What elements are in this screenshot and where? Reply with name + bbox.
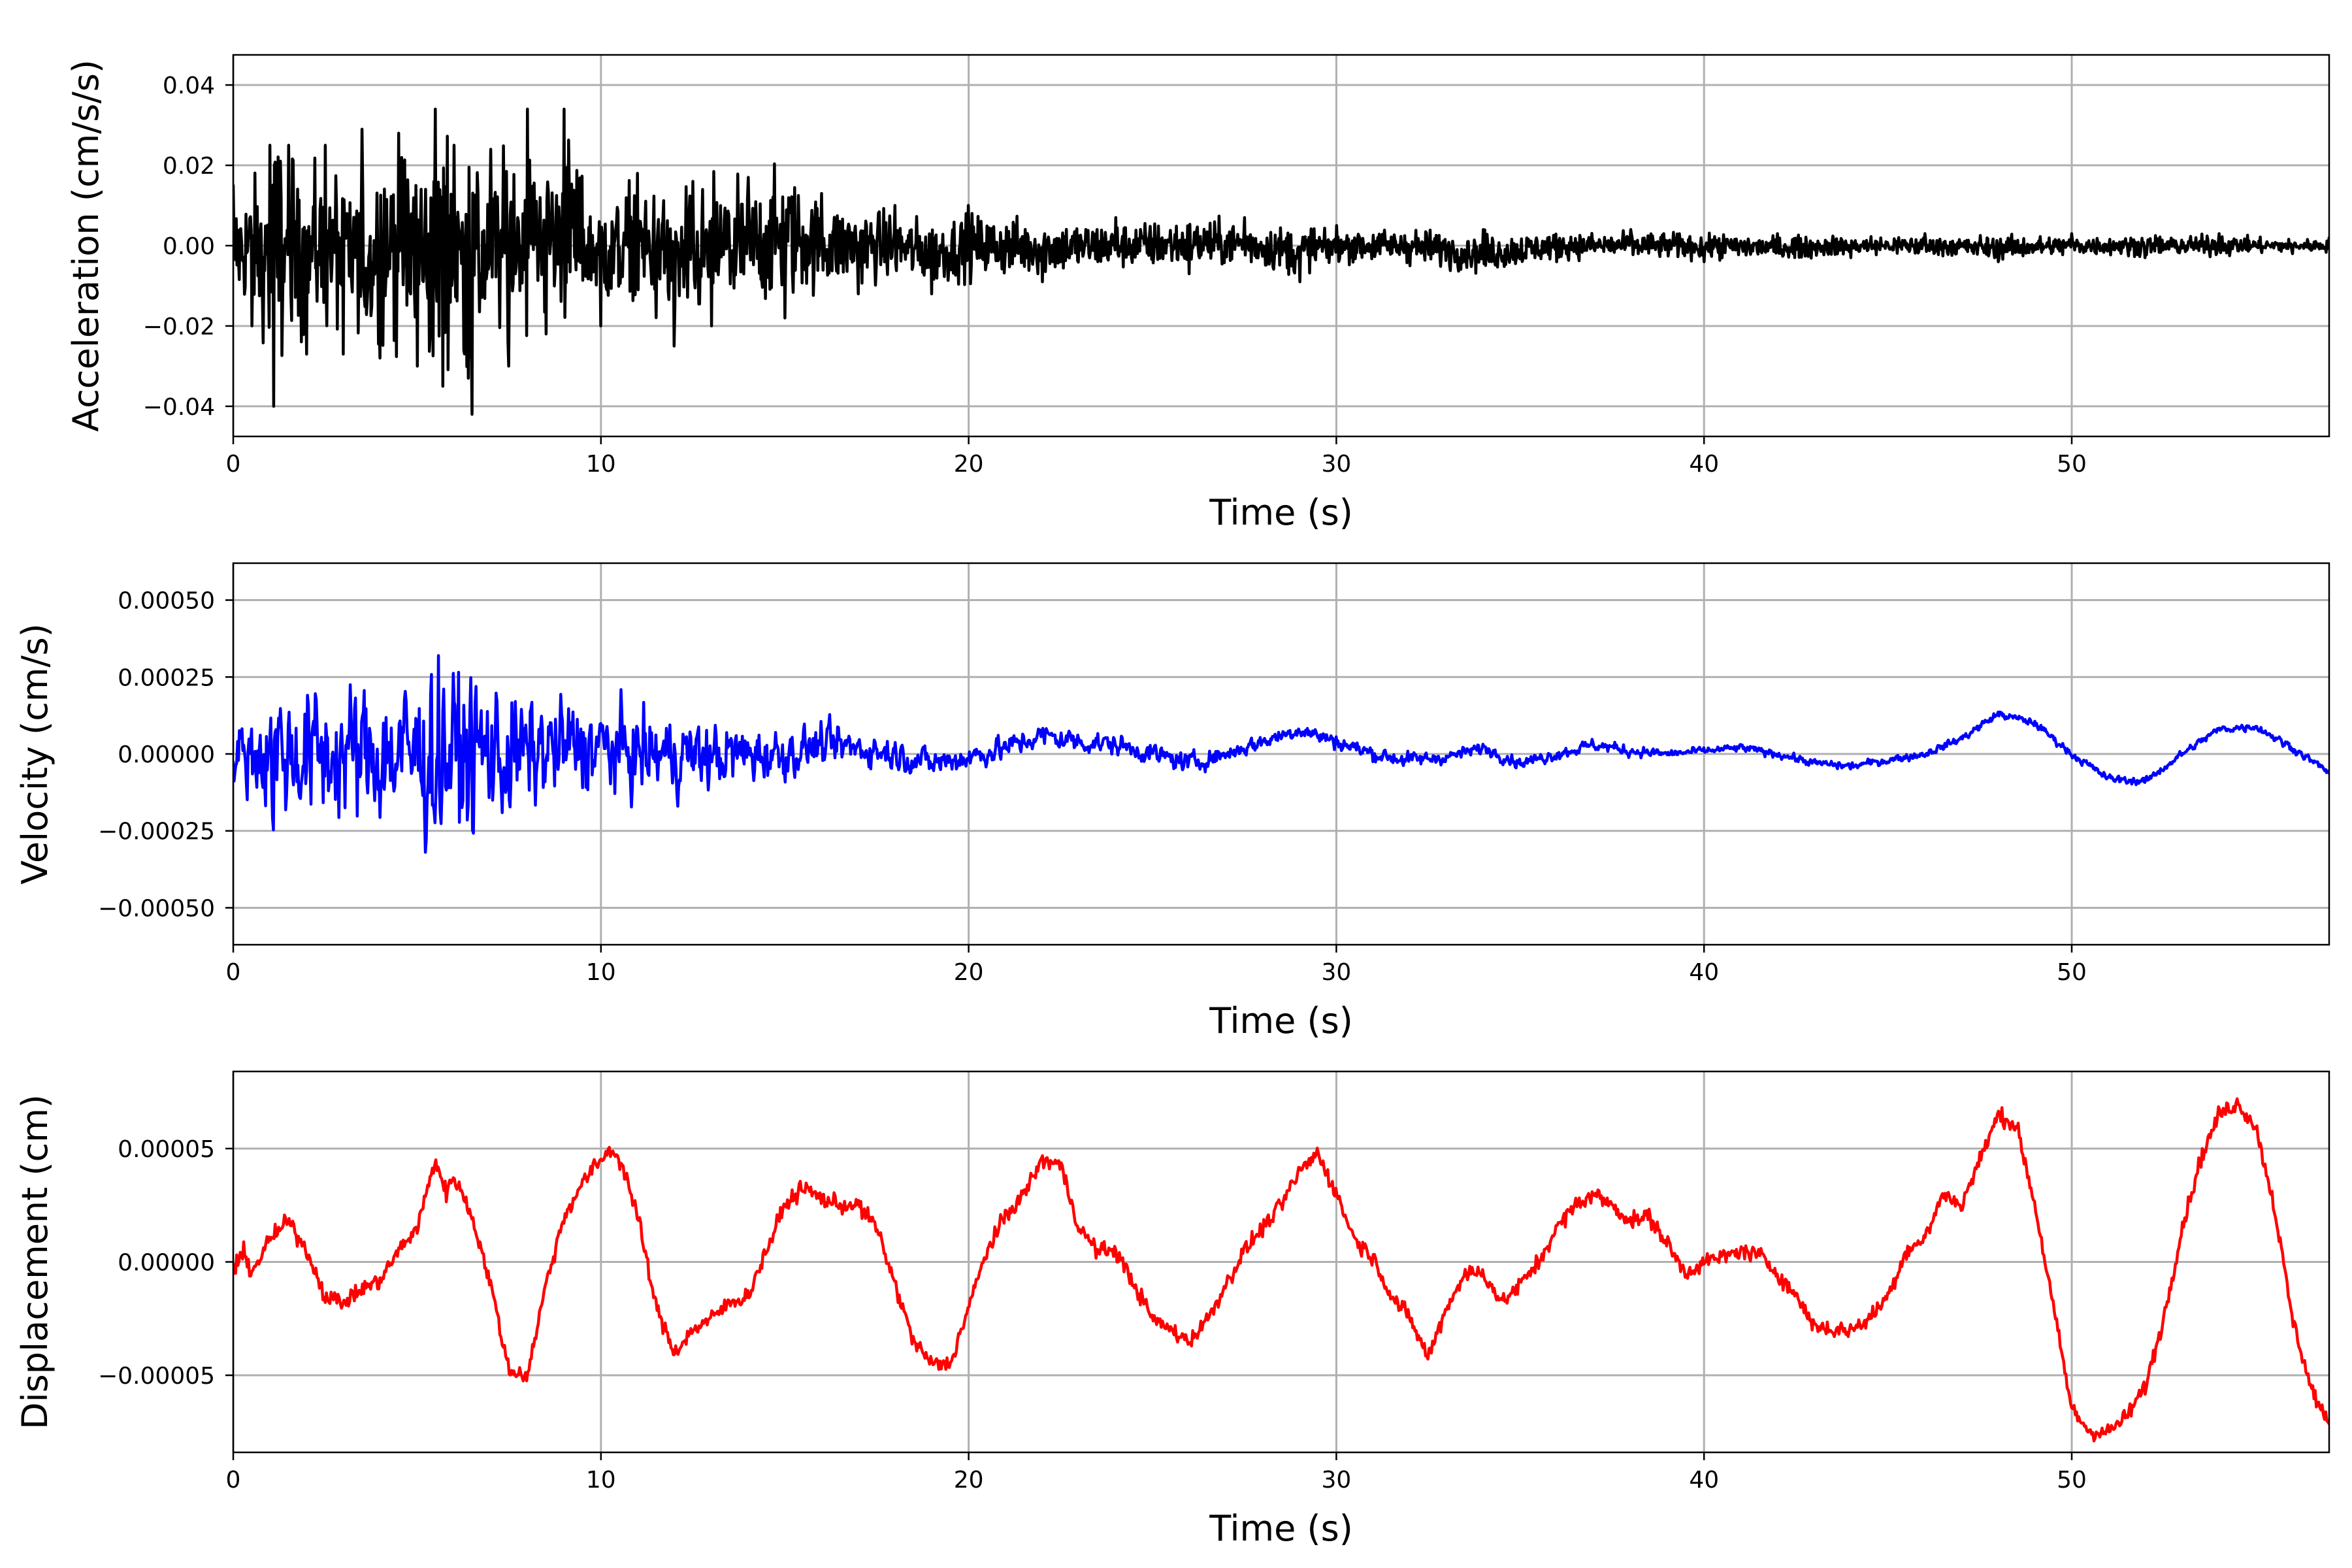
y-tick-label: −0.02 bbox=[143, 314, 215, 340]
x-tick-label: 0 bbox=[226, 451, 241, 478]
y-tick-label: 0.04 bbox=[163, 73, 215, 99]
x-tick-label: 10 bbox=[586, 451, 616, 478]
acceleration-x-axis-title: Time (s) bbox=[1209, 492, 1353, 533]
y-tick-label: 0.00005 bbox=[118, 1136, 215, 1163]
acceleration-series-line bbox=[233, 107, 2329, 416]
x-tick-label: 50 bbox=[2057, 959, 2087, 986]
x-tick-label: 40 bbox=[1689, 1467, 1719, 1494]
velocity-panel: 0 10 20 30 40 50 −0.00050 −0.00025 0.00000 0.0002… bbox=[14, 562, 2330, 1041]
y-tick-label: −0.04 bbox=[143, 394, 215, 421]
y-tick-label: −0.00005 bbox=[98, 1363, 215, 1390]
displacement-x-axis-title: Time (s) bbox=[1209, 1508, 1353, 1549]
x-tick-label: 30 bbox=[1322, 1467, 1352, 1494]
x-tick-label: 10 bbox=[586, 959, 616, 986]
velocity-x-axis-title: Time (s) bbox=[1209, 1000, 1353, 1041]
x-tick-label: 50 bbox=[2057, 1467, 2087, 1494]
chart-panels: 0 10 20 30 40 50 −0.04 −0.02 0.00 0.02 0.04 Time (s… bbox=[14, 54, 2330, 1549]
x-tick-label: 50 bbox=[2057, 451, 2087, 478]
x-tick-label: 0 bbox=[226, 1467, 241, 1494]
x-tick-label: 20 bbox=[954, 959, 984, 986]
velocity-series-line bbox=[233, 654, 2329, 854]
y-tick-label: 0.00000 bbox=[118, 1250, 215, 1277]
y-tick-label: 0.02 bbox=[163, 153, 215, 180]
x-tick-label: 40 bbox=[1689, 959, 1719, 986]
y-tick-label: −0.00050 bbox=[98, 895, 215, 922]
y-tick-label: 0.00025 bbox=[118, 664, 215, 691]
displacement-series-line bbox=[233, 1097, 2329, 1443]
displacement-panel: 0 10 20 30 40 50 −0.00005 0.00000 0.00005 Time (s… bbox=[14, 1070, 2330, 1549]
x-tick-label: 0 bbox=[226, 959, 241, 986]
x-tick-label: 20 bbox=[954, 1467, 984, 1494]
x-tick-label: 10 bbox=[586, 1467, 616, 1494]
y-tick-label: 0.00 bbox=[163, 233, 215, 260]
x-tick-label: 20 bbox=[954, 451, 984, 478]
velocity-y-axis-title: Velocity (cm/s) bbox=[14, 623, 56, 885]
y-tick-label: 0.00000 bbox=[118, 742, 215, 768]
x-tick-label: 40 bbox=[1689, 451, 1719, 478]
displacement-y-axis-title: Displacement (cm) bbox=[14, 1094, 56, 1429]
y-tick-label: −0.00025 bbox=[98, 819, 215, 845]
x-tick-label: 30 bbox=[1322, 451, 1352, 478]
acceleration-y-axis-title: Acceleration (cm/s/s) bbox=[65, 59, 106, 432]
x-tick-label: 30 bbox=[1322, 959, 1352, 986]
acceleration-panel: 0 10 20 30 40 50 −0.04 −0.02 0.00 0.02 0.04 Time (s… bbox=[65, 54, 2330, 533]
y-tick-label: 0.00050 bbox=[118, 588, 215, 615]
